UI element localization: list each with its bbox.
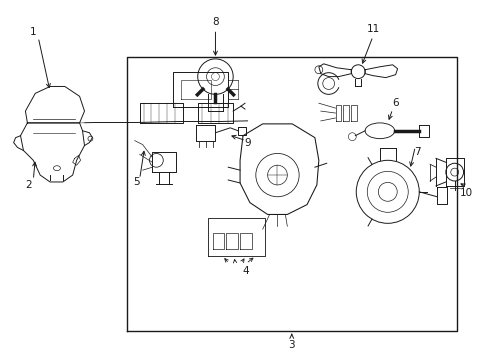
Text: 2: 2 [25, 180, 32, 190]
Text: 7: 7 [413, 148, 420, 157]
Text: 11: 11 [366, 24, 379, 34]
Text: 8: 8 [212, 18, 218, 27]
Text: 10: 10 [459, 188, 472, 198]
Text: 6: 6 [391, 98, 398, 108]
Text: 9: 9 [244, 138, 251, 148]
Text: 4: 4 [242, 266, 249, 276]
Text: 1: 1 [30, 27, 37, 37]
Text: 5: 5 [133, 177, 140, 187]
Text: 3: 3 [288, 341, 294, 350]
